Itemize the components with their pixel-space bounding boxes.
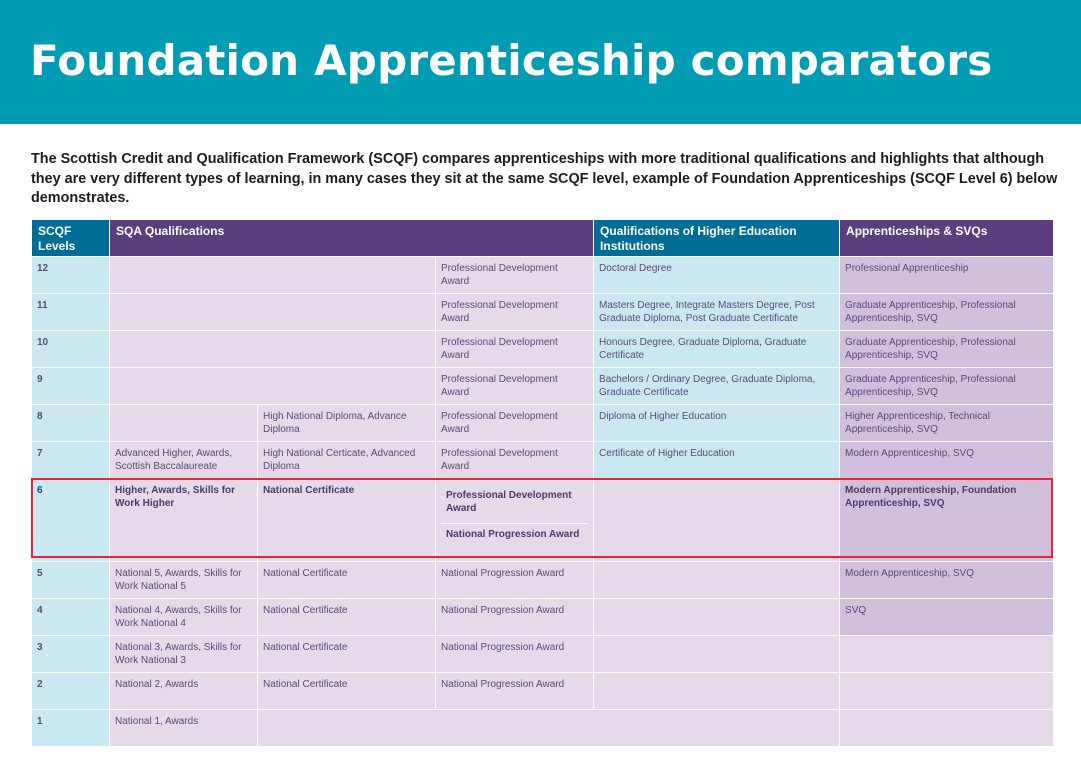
header-apprenticeships-svqs: Apprenticeships & SVQs — [839, 219, 1055, 257]
sqa-cell-empty — [109, 293, 436, 331]
sqa-cell: National Certificate — [257, 635, 436, 673]
sqa-cell: High National Diploma, Advance Diploma — [257, 404, 436, 442]
table-row-level-5: 5 National 5, Awards, Skills for Work Na… — [31, 561, 1055, 599]
level-cell: 6 — [31, 478, 110, 562]
apprenticeship-cell: Graduate Apprenticeship, Professional Ap… — [839, 330, 1055, 368]
sqa-cell: Professional Development Award — [434, 330, 595, 368]
sqa-cell: High National Certicate, Advanced Diplom… — [257, 441, 436, 479]
page-title: Foundation Apprenticeship comparators — [30, 36, 993, 85]
apprenticeship-cell-empty — [839, 635, 1055, 673]
apprenticeship-cell: Graduate Apprenticeship, Professional Ap… — [839, 367, 1055, 405]
table-row-level-2: 2 National 2, Awards National Certificat… — [31, 672, 1055, 710]
level-cell: 1 — [31, 709, 110, 747]
level-cell: 8 — [31, 404, 110, 442]
he-cell: Masters Degree, Integrate Masters Degree… — [593, 293, 841, 331]
level-cell: 5 — [31, 561, 110, 599]
table-row-level-7: 7 Advanced Higher, Awards, Scottish Bacc… — [31, 441, 1055, 479]
sqa-cell: National Progression Award — [434, 561, 595, 599]
sqa-cell: National Certificate — [257, 672, 436, 710]
sqa-cell-empty — [109, 330, 436, 368]
sqa-cell-split: Professional Development Award National … — [434, 478, 595, 562]
table-row-level-6: 6 Higher, Awards, Skills for Work Higher… — [31, 478, 1055, 562]
table-row-level-8: 8 High National Diploma, Advance Diploma… — [31, 404, 1055, 442]
sqa-subcell-pda: Professional Development Award — [441, 485, 588, 524]
level-cell: 9 — [31, 367, 110, 405]
apprenticeship-cell: Higher Apprenticeship, Technical Apprent… — [839, 404, 1055, 442]
he-cell: Honours Degree, Graduate Diploma, Gradua… — [593, 330, 841, 368]
sqa-cell: National Certificate — [257, 598, 436, 636]
sqa-cell-empty — [109, 367, 436, 405]
table-row-level-4: 4 National 4, Awards, Skills for Work Na… — [31, 598, 1055, 636]
table-row-level-1: 1 National 1, Awards — [31, 709, 1055, 747]
table-row-level-12: 12 Professional Development Award Doctor… — [31, 256, 1055, 294]
he-cell-empty — [593, 672, 841, 710]
intro-paragraph: The Scottish Credit and Qualification Fr… — [31, 151, 1058, 206]
apprenticeship-cell: SVQ — [839, 598, 1055, 636]
sqa-cell: National 2, Awards — [109, 672, 258, 710]
header-higher-education: Qualifications of Higher Education Insti… — [593, 219, 841, 257]
sqa-cell: National 1, Awards — [109, 709, 258, 747]
header-scqf-levels: SCQF Levels — [31, 219, 110, 257]
scqf-comparison-table: SCQF Levels SQA Qualifications Qualifica… — [31, 219, 1055, 747]
table-row-level-10: 10 Professional Development Award Honour… — [31, 330, 1055, 368]
sqa-cell: National 4, Awards, Skills for Work Nati… — [109, 598, 258, 636]
sqa-cell: National 3, Awards, Skills for Work Nati… — [109, 635, 258, 673]
sqa-cell-empty — [256, 709, 841, 747]
level-cell: 7 — [31, 441, 110, 479]
sqa-cell: National 5, Awards, Skills for Work Nati… — [109, 561, 258, 599]
level-cell: 11 — [31, 293, 110, 331]
table-row-level-9: 9 Professional Development Award Bachelo… — [31, 367, 1055, 405]
sqa-cell: Professional Development Award — [434, 441, 595, 479]
apprenticeship-cell: Modern Apprenticeship, SVQ — [839, 561, 1055, 599]
table-row-level-3: 3 National 3, Awards, Skills for Work Na… — [31, 635, 1055, 673]
he-cell-empty — [593, 598, 841, 636]
sqa-cell: Advanced Higher, Awards, Scottish Baccal… — [109, 441, 258, 479]
he-cell: Doctoral Degree — [593, 256, 841, 294]
sqa-cell: National Progression Award — [434, 672, 595, 710]
apprenticeship-cell: Modern Apprenticeship, SVQ — [839, 441, 1055, 479]
apprenticeship-cell-empty — [839, 672, 1055, 710]
he-cell-empty — [593, 561, 841, 599]
he-cell-empty — [593, 478, 841, 562]
sqa-cell-empty — [109, 404, 258, 442]
sqa-cell: Professional Development Award — [434, 404, 595, 442]
level-cell: 2 — [31, 672, 110, 710]
title-banner: Foundation Apprenticeship comparators — [0, 0, 1081, 124]
apprenticeship-cell: Graduate Apprenticeship, Professional Ap… — [839, 293, 1055, 331]
sqa-cell: National Certificate — [257, 478, 436, 562]
he-cell: Certificate of Higher Education — [593, 441, 841, 479]
sqa-cell: Higher, Awards, Skills for Work Higher — [109, 478, 258, 562]
sqa-subcell-npa: National Progression Award — [446, 529, 580, 540]
sqa-cell-empty — [109, 256, 436, 294]
sqa-cell: Professional Development Award — [434, 256, 595, 294]
sqa-cell: National Certificate — [257, 561, 436, 599]
apprenticeship-cell: Professional Apprenticeship — [839, 256, 1055, 294]
he-cell-empty — [593, 635, 841, 673]
sqa-cell: Professional Development Award — [434, 293, 595, 331]
level-cell: 4 — [31, 598, 110, 636]
level-cell: 12 — [31, 256, 110, 294]
table-row-level-11: 11 Professional Development Award Master… — [31, 293, 1055, 331]
he-cell: Bachelors / Ordinary Degree, Graduate Di… — [593, 367, 841, 405]
header-sqa-qualifications: SQA Qualifications — [108, 219, 595, 257]
level-cell: 3 — [31, 635, 110, 673]
level-cell: 10 — [31, 330, 110, 368]
he-cell: Diploma of Higher Education — [593, 404, 841, 442]
sqa-cell: National Progression Award — [434, 635, 595, 673]
table-header-row: SCQF Levels SQA Qualifications Qualifica… — [31, 219, 1055, 257]
sqa-cell: National Progression Award — [434, 598, 595, 636]
apprenticeship-cell-empty — [839, 709, 1055, 747]
sqa-cell: Professional Development Award — [434, 367, 595, 405]
apprenticeship-cell: Modern Apprenticeship, Foundation Appren… — [839, 478, 1055, 562]
